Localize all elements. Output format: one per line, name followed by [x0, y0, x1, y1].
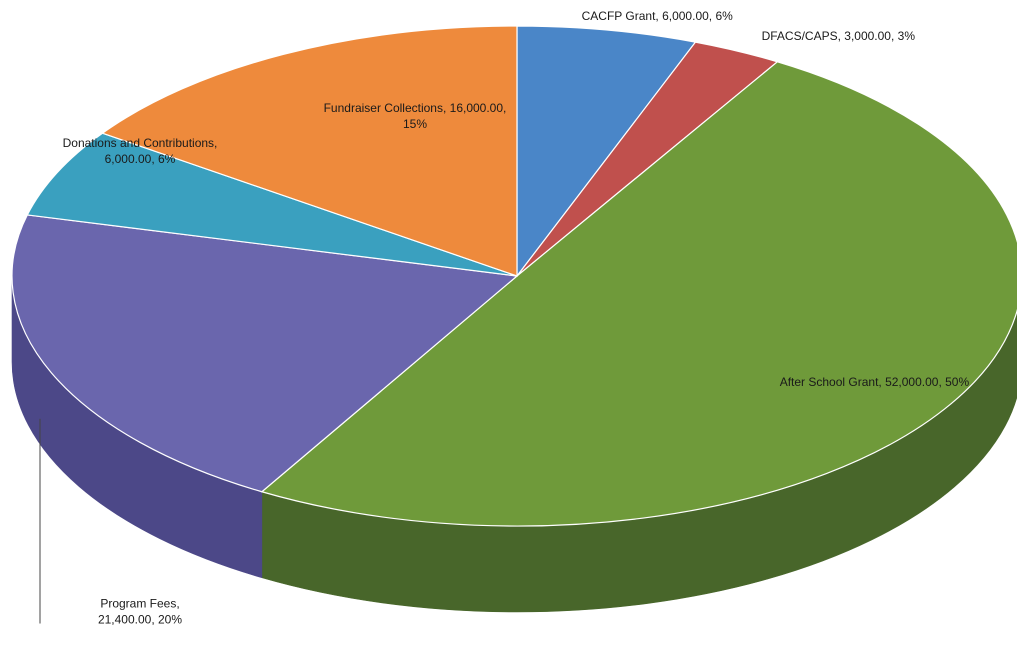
pie-slice-program-fees	[11, 214, 519, 493]
data-label-line: Program Fees,	[100, 597, 179, 611]
data-label-fundraiser-collections: Fundraiser Collections, 16,000.00, 15%	[324, 101, 507, 131]
pie-top-layer	[11, 25, 1017, 527]
data-label-line: 6,000.00, 6%	[105, 152, 176, 166]
data-label-layer: CACFP Grant, 6,000.00, 6% DFACS/CAPS, 3,0…	[63, 9, 970, 627]
pie-slice-after-school-grant	[260, 61, 1017, 527]
data-label-line: CACFP Grant, 6,000.00, 6%	[582, 9, 734, 23]
pie-slice-fundraiser-collections	[101, 25, 518, 277]
pie-slice-donations-and-contributions	[26, 132, 518, 277]
data-label-cacfp-grant: CACFP Grant, 6,000.00, 6%	[582, 9, 734, 23]
data-label-program-fees: Program Fees, 21,400.00, 20%	[98, 597, 182, 627]
data-label-line: 21,400.00, 20%	[98, 613, 182, 627]
data-label-dfacs-caps: DFACS/CAPS, 3,000.00, 3%	[762, 29, 916, 43]
pie-slice-cacfp-grant	[516, 25, 697, 278]
data-label-donations-and-contributions: Donations and Contributions, 6,000.00, 6%	[63, 136, 218, 166]
data-label-line: Fundraiser Collections, 16,000.00,	[324, 101, 507, 115]
data-label-line: DFACS/CAPS, 3,000.00, 3%	[762, 29, 916, 43]
data-label-line: Donations and Contributions,	[63, 136, 218, 150]
data-label-after-school-grant: After School Grant, 52,000.00, 50%	[780, 375, 970, 389]
data-label-line: After School Grant, 52,000.00, 50%	[780, 375, 970, 389]
data-label-line: 15%	[403, 117, 427, 131]
